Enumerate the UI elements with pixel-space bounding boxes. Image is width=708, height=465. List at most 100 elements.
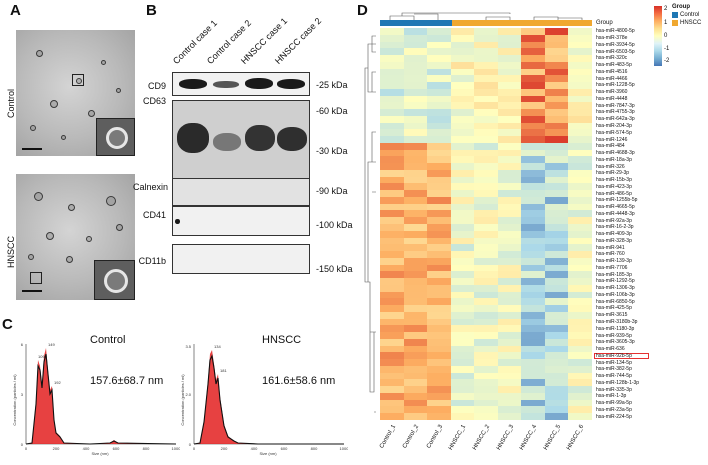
heatmap-cell: [380, 406, 404, 414]
heatmap-cell: [474, 163, 499, 171]
heatmap-cell: [427, 332, 451, 340]
heatmap-cell: [427, 244, 451, 252]
heatmap-cell: [544, 122, 569, 130]
blot-label-calnexin: Calnexin: [132, 182, 168, 192]
heatmap-cell: [380, 68, 404, 76]
gene-label: hsa-miR-3960: [596, 89, 628, 96]
heatmap-cell: [380, 399, 404, 407]
heatmap-cell: [380, 365, 404, 373]
heatmap-cell: [427, 142, 451, 150]
heatmap-cell: [544, 109, 569, 117]
nta-xtick-control-4: 400: [83, 446, 90, 451]
scale-label-2: 2: [664, 6, 668, 12]
heatmap-cell: [544, 48, 569, 56]
heatmap-cell: [544, 332, 569, 340]
heatmap-cell: [380, 264, 404, 272]
heatmap-cell: [474, 176, 499, 184]
heatmap-cell: [568, 82, 593, 90]
heatmap-cell: [568, 210, 593, 218]
scale-label-m2: -2: [664, 58, 670, 64]
heatmap-cell: [450, 163, 475, 171]
heatmap-cell: [521, 68, 546, 76]
nta-xtick-control-2: 200: [53, 446, 60, 451]
heatmap-cell: [474, 399, 499, 407]
gene-label: hsa-miR-4688-3p: [596, 150, 635, 157]
heatmap-cell: [544, 82, 569, 90]
gene-label: hsa-miR-128b-1-3p: [596, 379, 640, 386]
heatmap-cell: [568, 345, 593, 353]
heatmap-cell: [497, 291, 522, 299]
group-track-hnscc: [452, 20, 592, 26]
heatmap-cell: [427, 318, 451, 326]
heatmap-cell: [450, 88, 475, 96]
nta-peak-control-2: 149: [48, 342, 55, 347]
heatmap-cell: [544, 413, 569, 421]
gene-label: hsa-miR-1246: [596, 136, 628, 143]
heatmap-cell: [521, 291, 546, 299]
group-label-control: Control: [6, 88, 16, 118]
heatmap-cell: [427, 305, 451, 313]
heatmap-cell: [474, 68, 499, 76]
kda-calnexin: -90 kDa: [316, 186, 348, 196]
heatmap-cell: [474, 271, 499, 279]
gene-label: hsa-miR-23a-5p: [596, 406, 632, 413]
heatmap-cell: [497, 379, 522, 387]
heatmap-cell: [544, 190, 569, 198]
sample-label: HNSCC_4: [519, 424, 539, 452]
gene-label: hsa-miR-6503-5p: [596, 48, 635, 55]
heatmap-cell: [403, 352, 428, 360]
heatmap-cell: [380, 251, 404, 259]
heatmap-cell: [497, 251, 522, 259]
heatmap-cell: [568, 365, 593, 373]
heatmap-cell: [427, 190, 451, 198]
heatmap-cell: [380, 338, 404, 346]
heatmap-cell: [497, 352, 522, 360]
heatmap-cell: [450, 142, 475, 150]
heatmap-cell: [450, 75, 475, 83]
heatmap-cell: [544, 365, 569, 373]
gene-label: hsa-miR-134-5p: [596, 359, 632, 366]
heatmap-cell: [474, 61, 499, 69]
heatmap-cell: [521, 237, 546, 245]
heatmap-cell: [427, 183, 451, 191]
heatmap-cell: [568, 129, 593, 137]
heatmap-cell: [474, 251, 499, 259]
heatmap-cell: [403, 196, 428, 204]
heatmap-cell: [474, 129, 499, 137]
heatmap-cell: [427, 210, 451, 218]
gene-label: hsa-miR-382-5p: [596, 366, 632, 373]
gene-label: hsa-miR-99a-5p: [596, 400, 632, 407]
nta-xtick-control-0: 0: [25, 446, 28, 451]
heatmap-cell: [450, 311, 475, 319]
heatmap-cell: [403, 48, 428, 56]
heatmap-cell: [521, 224, 546, 232]
heatmap-cell: [568, 318, 593, 326]
heatmap-cell: [568, 291, 593, 299]
heatmap-cell: [403, 122, 428, 130]
sample-label: HNSCC_6: [566, 424, 586, 452]
heatmap-cell: [544, 392, 569, 400]
panel-label-c: C: [2, 316, 13, 333]
heatmap-cell: [450, 68, 475, 76]
heatmap-cell: [544, 34, 569, 42]
heatmap-cell: [427, 359, 451, 367]
heatmap-cell: [450, 251, 475, 259]
heatmap-cell: [521, 271, 546, 279]
heatmap-cell: [427, 399, 451, 407]
heatmap-cell: [380, 217, 404, 225]
gene-label: hsa-miR-574-5p: [596, 129, 632, 136]
heatmap-cell: [497, 271, 522, 279]
heatmap-cell: [497, 149, 522, 157]
nta-xtick-control-8: 800: [143, 446, 150, 451]
heatmap-cell: [427, 379, 451, 387]
heatmap-cell: [474, 203, 499, 211]
heatmap-cell: [568, 372, 593, 380]
heatmap-cell: [403, 136, 428, 144]
gene-label: hsa-miR-941: [596, 244, 625, 251]
gene-label: hsa-miR-4448: [596, 95, 628, 102]
heatmap-cell: [544, 379, 569, 387]
heatmap-cell: [403, 284, 428, 292]
heatmap-cell: [521, 122, 546, 130]
heatmap-cell: [427, 122, 451, 130]
heatmap-cell: [568, 359, 593, 367]
